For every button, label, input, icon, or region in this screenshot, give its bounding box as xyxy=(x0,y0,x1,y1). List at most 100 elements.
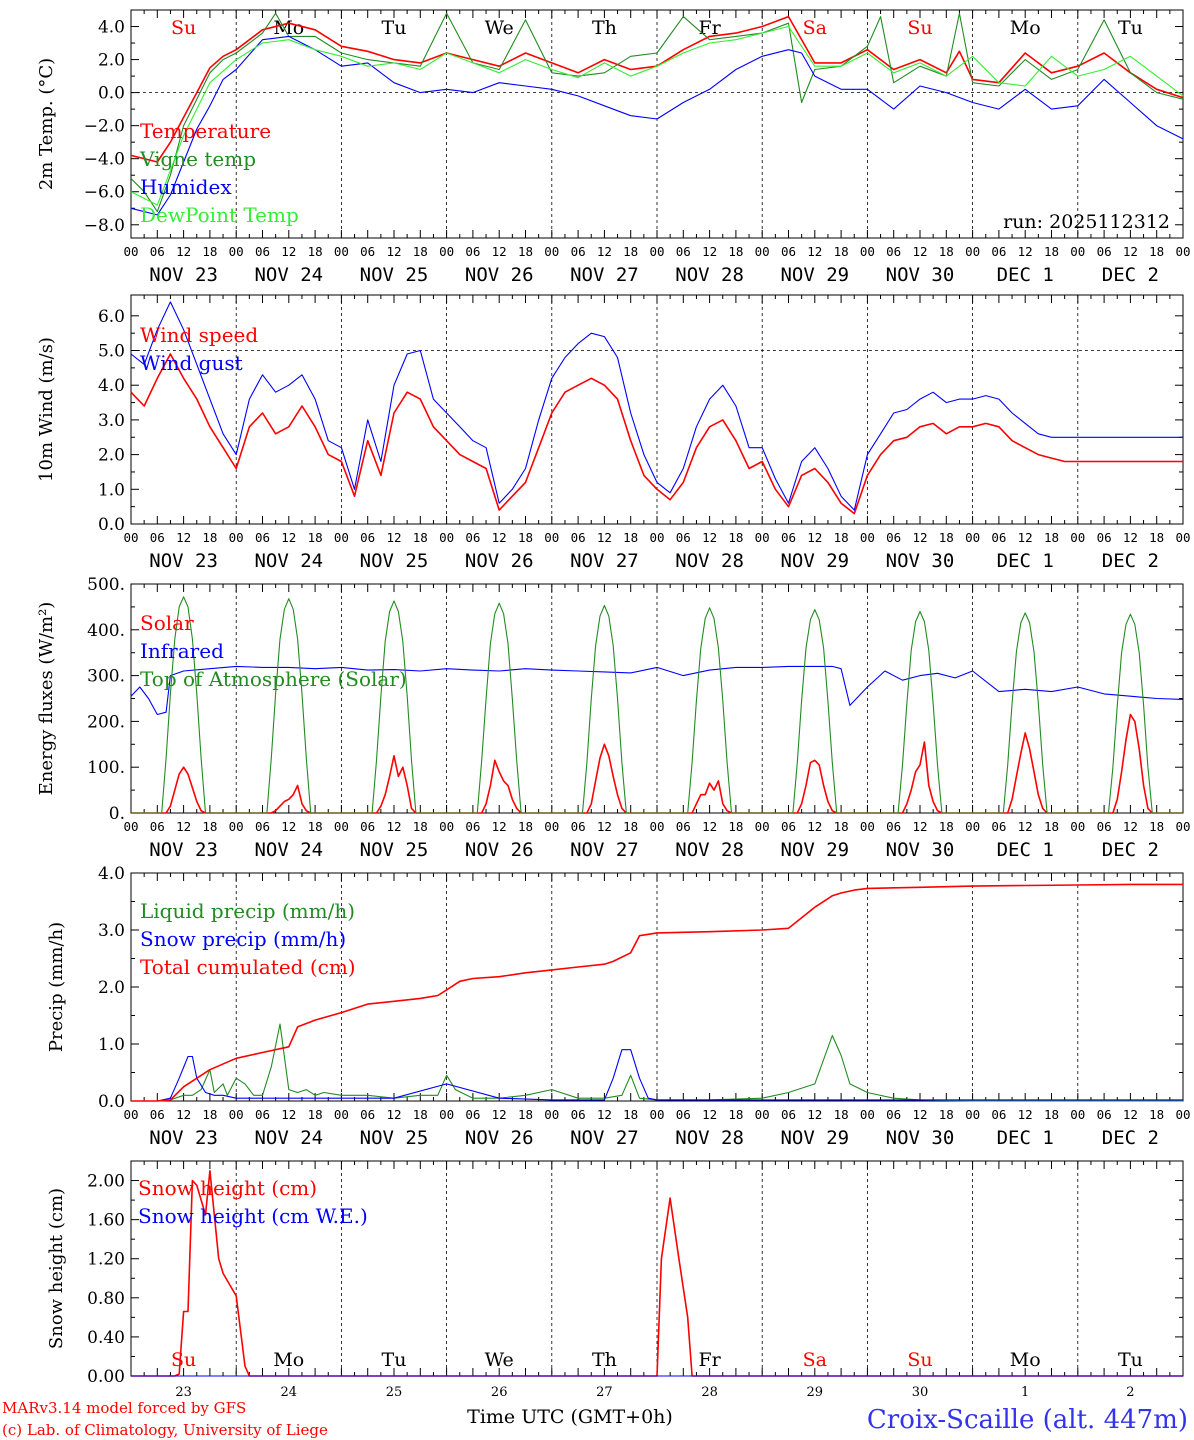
day-name-label: Sa xyxy=(803,1349,827,1371)
hour-label: 18 xyxy=(1044,530,1059,545)
y-tick-label: 2.0 xyxy=(98,51,125,71)
hour-label: 18 xyxy=(623,819,638,834)
y-tick-label: 500. xyxy=(87,575,125,595)
day-number-label: 23 xyxy=(175,1385,192,1400)
hour-label: 12 xyxy=(702,1107,717,1122)
hour-label: 12 xyxy=(281,1107,296,1122)
hour-label: 12 xyxy=(492,1107,507,1122)
hour-label: 00 xyxy=(860,1107,875,1122)
y-tick-label: 4.0 xyxy=(98,376,125,396)
hour-label: 18 xyxy=(1149,1107,1164,1122)
series-line-liquid-precip-mm-h xyxy=(131,1023,1183,1102)
hour-label: 18 xyxy=(413,244,428,259)
hour-label: 18 xyxy=(1044,1107,1059,1122)
hour-label: 18 xyxy=(413,1107,428,1122)
y-tick-label: 0.80 xyxy=(87,1289,125,1309)
hour-label: 00 xyxy=(1175,244,1190,259)
hour-label: 12 xyxy=(176,244,191,259)
y-tick-label: 5.0 xyxy=(98,342,125,362)
hour-label: 06 xyxy=(991,530,1006,545)
date-label: NOV 26 xyxy=(465,550,534,572)
date-label: NOV 28 xyxy=(675,839,744,861)
hour-label: 12 xyxy=(281,819,296,834)
hour-label: 00 xyxy=(860,244,875,259)
day-name-label: Mo xyxy=(273,1349,304,1371)
hour-label: 00 xyxy=(544,530,559,545)
y-tick-label: 2.0 xyxy=(98,446,125,466)
y-tick-label: 4.0 xyxy=(98,18,125,38)
y-axis-label: 2m Temp. (°C) xyxy=(36,58,57,190)
y-tick-label: 400. xyxy=(87,621,125,641)
hour-label: 00 xyxy=(334,1107,349,1122)
date-label: NOV 28 xyxy=(675,264,744,286)
day-name-label: Th xyxy=(592,17,617,39)
hour-label: 00 xyxy=(1070,1107,1085,1122)
hour-label: 18 xyxy=(1149,530,1164,545)
legend-entry: Wind gust xyxy=(140,351,243,375)
hour-label: 12 xyxy=(281,530,296,545)
day-name-label: Mo xyxy=(1010,17,1041,39)
date-label: NOV 24 xyxy=(254,550,323,572)
y-tick-label: 0.0 xyxy=(98,515,125,535)
hour-label: 12 xyxy=(807,1107,822,1122)
day-name-label: Sa xyxy=(803,17,827,39)
hour-label: 00 xyxy=(965,530,980,545)
series-line-humidex xyxy=(130,35,1184,216)
y-tick-label: 3.0 xyxy=(98,411,125,431)
legend-entry: Solar xyxy=(140,611,194,635)
hour-label: 12 xyxy=(281,244,296,259)
hour-label: 18 xyxy=(728,530,743,545)
hour-label: 18 xyxy=(834,530,849,545)
y-tick-label: 100. xyxy=(87,758,125,778)
hour-label: 12 xyxy=(1123,819,1138,834)
station-label: Croix-Scaille (alt. 447m) xyxy=(867,1405,1188,1435)
hour-label: 00 xyxy=(123,530,138,545)
hour-label: 18 xyxy=(518,1107,533,1122)
day-name-label: Tu xyxy=(382,1349,407,1371)
day-name-label: Fr xyxy=(698,17,721,39)
hour-label: 18 xyxy=(728,244,743,259)
y-tick-label: 1.20 xyxy=(87,1250,125,1270)
day-name-label: We xyxy=(485,1349,514,1371)
hour-label: 18 xyxy=(202,1107,217,1122)
day-number-label: 29 xyxy=(807,1385,824,1400)
legend-entry: Snow height (cm W.E.) xyxy=(138,1204,368,1228)
hour-label: 12 xyxy=(386,1107,401,1122)
hour-label: 12 xyxy=(702,244,717,259)
hour-label: 12 xyxy=(176,530,191,545)
hour-label: 00 xyxy=(1175,819,1190,834)
hour-label: 12 xyxy=(912,819,927,834)
hour-label: 00 xyxy=(755,530,770,545)
date-label: NOV 23 xyxy=(149,839,218,861)
hour-label: 00 xyxy=(649,244,664,259)
hour-label: 12 xyxy=(1123,530,1138,545)
hour-label: 18 xyxy=(939,530,954,545)
hour-label: 18 xyxy=(518,530,533,545)
hour-label: 00 xyxy=(965,819,980,834)
hour-label: 12 xyxy=(912,244,927,259)
hour-label: 12 xyxy=(1018,530,1033,545)
hour-label: 18 xyxy=(308,530,323,545)
y-tick-label: −4.0 xyxy=(84,150,125,170)
hour-label: 06 xyxy=(255,819,270,834)
hour-label: 12 xyxy=(597,1107,612,1122)
hour-label: 18 xyxy=(834,244,849,259)
hour-label: 12 xyxy=(386,244,401,259)
hour-label: 00 xyxy=(649,819,664,834)
hour-label: 06 xyxy=(150,819,165,834)
hour-label: 12 xyxy=(386,530,401,545)
hour-label: 00 xyxy=(649,1107,664,1122)
hour-label: 12 xyxy=(702,530,717,545)
hour-label: 06 xyxy=(571,530,586,545)
hour-label: 06 xyxy=(1097,1107,1112,1122)
date-label: DEC 2 xyxy=(1102,839,1159,861)
date-label: NOV 29 xyxy=(780,1127,849,1149)
date-label: NOV 30 xyxy=(886,264,955,286)
day-name-label: Tu xyxy=(1118,17,1143,39)
day-name-label: Su xyxy=(907,17,932,39)
hour-label: 06 xyxy=(781,819,796,834)
hour-label: 06 xyxy=(255,1107,270,1122)
date-label: NOV 30 xyxy=(886,550,955,572)
hour-label: 12 xyxy=(807,244,822,259)
hour-label: 12 xyxy=(597,244,612,259)
